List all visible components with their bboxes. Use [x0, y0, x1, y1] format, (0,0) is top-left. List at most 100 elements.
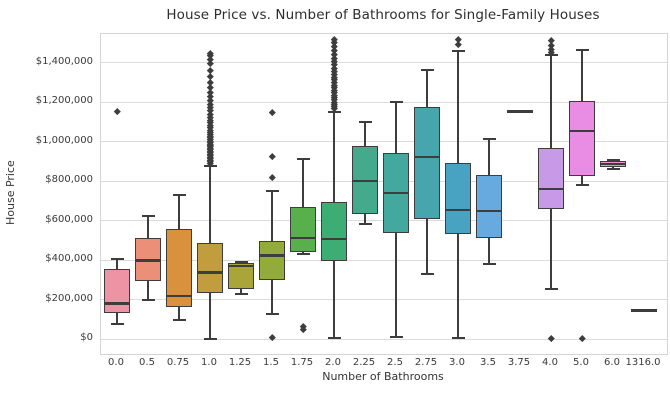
x-tick-label: 1.0 — [201, 357, 217, 368]
outlier-diamond — [268, 333, 276, 341]
x-tick-label: 1.25 — [228, 357, 252, 368]
y-tick-label: $1,000,000 — [35, 134, 93, 146]
x-tick-label: 1.75 — [290, 357, 314, 368]
y-gridline — [101, 101, 667, 103]
median-line — [290, 236, 316, 239]
whisker-cap-high — [234, 260, 248, 263]
whisker-cap-low — [327, 336, 341, 339]
whisker-line — [302, 158, 304, 254]
whisker-cap-high — [606, 158, 620, 161]
box-glyph — [538, 147, 564, 209]
whisker-cap-low — [482, 263, 496, 266]
median-line — [135, 259, 161, 262]
y-tick-label: $400,000 — [45, 253, 93, 265]
plot-area — [100, 33, 668, 355]
y-gridline — [101, 62, 667, 64]
box-glyph — [321, 201, 347, 261]
outlier-diamond — [268, 153, 276, 160]
whisker-cap-high — [389, 100, 403, 103]
median-line — [197, 271, 223, 274]
whisker-cap-high — [451, 49, 465, 52]
x-tick-label: 0.75 — [166, 357, 190, 368]
x-tick-label: 3.5 — [480, 357, 496, 368]
whisker-cap-low — [234, 292, 248, 295]
chart-title: House Price vs. Number of Bathrooms for … — [166, 7, 600, 23]
box-glyph-flat — [631, 308, 657, 312]
median-line — [259, 254, 285, 257]
whisker-cap-low — [544, 288, 558, 291]
median-line — [414, 155, 440, 159]
box-glyph — [290, 207, 316, 253]
whisker-cap-low — [141, 299, 155, 302]
x-tick-label: 6.0 — [604, 357, 620, 368]
outlier-diamond — [113, 108, 121, 115]
whisker-cap-high — [358, 120, 372, 123]
median-line — [321, 237, 347, 240]
y-tick-label: $0 — [80, 332, 93, 343]
median-line — [476, 209, 502, 212]
whisker-cap-low — [575, 183, 589, 186]
outlier-diamond — [299, 326, 307, 333]
y-gridline — [101, 299, 667, 301]
outlier-diamond — [578, 335, 586, 342]
whisker-cap-high — [575, 48, 589, 51]
y-axis-title: House Price — [4, 160, 17, 226]
whisker-cap-high — [172, 194, 186, 197]
x-tick-label: 3.0 — [449, 357, 465, 368]
whisker-cap-low — [110, 322, 124, 325]
box-glyph — [569, 101, 595, 177]
whisker-cap-high — [327, 110, 341, 113]
whisker-cap-low — [420, 272, 434, 275]
y-tick-label: $1,400,000 — [35, 55, 93, 67]
whisker-cap-low — [203, 337, 217, 340]
x-tick-label: 2.25 — [352, 357, 376, 368]
whisker-cap-high — [141, 215, 155, 218]
whisker-cap-low — [389, 336, 403, 339]
outlier-diamond — [268, 174, 276, 181]
outlier-diamond — [206, 73, 214, 81]
whisker-cap-low — [172, 319, 186, 322]
x-tick-label: 3.75 — [507, 357, 531, 368]
median-line — [228, 264, 254, 268]
x-tick-label: 5.0 — [573, 357, 589, 368]
y-tick-label: $200,000 — [45, 292, 93, 304]
x-tick-label: 4.0 — [542, 357, 558, 368]
whisker-cap-high — [265, 190, 279, 193]
whisker-cap-low — [606, 168, 620, 171]
box-glyph — [414, 106, 440, 220]
y-gridline — [101, 338, 667, 340]
whisker-cap-high — [296, 157, 310, 160]
x-tick-label: 0.5 — [139, 357, 155, 368]
whisker-cap-low — [265, 312, 279, 315]
box-glyph — [104, 269, 130, 313]
whisker-cap-low — [451, 336, 465, 339]
x-tick-label: 1.5 — [263, 357, 279, 368]
y-tick-label: $800,000 — [45, 174, 93, 186]
x-tick-label: 2.5 — [387, 357, 403, 368]
x-tick-label: 2.75 — [414, 357, 438, 368]
outlier-diamond — [206, 67, 214, 74]
median-line — [538, 188, 564, 191]
y-tick-label: $1,200,000 — [35, 95, 93, 107]
median-line — [352, 179, 378, 183]
whisker-cap-high — [482, 138, 496, 141]
outlier-diamond — [547, 334, 555, 342]
box-glyph — [445, 162, 471, 235]
box-glyph-flat — [507, 109, 533, 113]
outlier-diamond — [268, 108, 276, 116]
median-line — [600, 162, 626, 166]
box-glyph — [197, 242, 223, 294]
median-line — [569, 129, 595, 133]
y-tick-label: $600,000 — [45, 213, 93, 225]
x-tick-label: 1316.0 — [625, 357, 661, 368]
whisker-cap-high — [420, 69, 434, 72]
outlier-diamond — [547, 37, 555, 44]
y-gridline — [101, 259, 667, 261]
outlier-diamond — [454, 35, 462, 43]
y-gridline — [101, 141, 667, 143]
box-glyph — [228, 263, 254, 289]
median-line — [166, 294, 192, 298]
whisker-cap-low — [296, 252, 310, 255]
median-line — [445, 209, 471, 212]
